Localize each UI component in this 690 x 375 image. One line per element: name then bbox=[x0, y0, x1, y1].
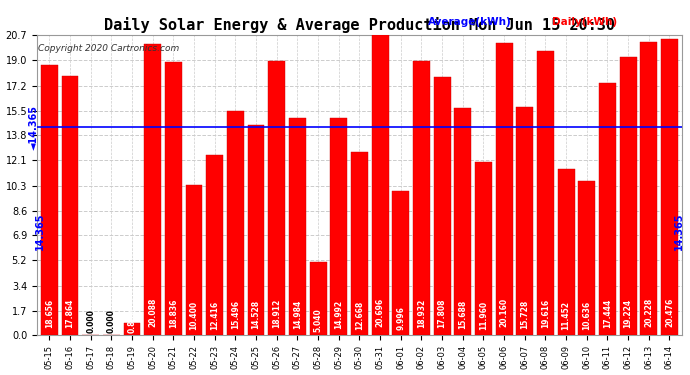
Bar bbox=[206, 156, 223, 336]
Bar bbox=[413, 61, 430, 336]
Text: Copyright 2020 Cartronics.com: Copyright 2020 Cartronics.com bbox=[38, 44, 179, 53]
Text: 12.416: 12.416 bbox=[210, 301, 219, 330]
Text: 15.728: 15.728 bbox=[520, 300, 529, 329]
Title: Daily Solar Energy & Average Production Mon Jun 15 20:30: Daily Solar Energy & Average Production … bbox=[104, 17, 615, 33]
Text: Daily(kWh): Daily(kWh) bbox=[552, 17, 617, 27]
Bar bbox=[599, 82, 616, 336]
Text: 18.932: 18.932 bbox=[417, 298, 426, 328]
Text: 12.668: 12.668 bbox=[355, 300, 364, 330]
Text: 11.452: 11.452 bbox=[562, 301, 571, 330]
Bar bbox=[661, 39, 678, 336]
Text: 20.228: 20.228 bbox=[644, 298, 653, 327]
Text: 0.880: 0.880 bbox=[128, 309, 137, 333]
Bar bbox=[558, 170, 575, 336]
Bar bbox=[61, 76, 79, 336]
Bar bbox=[495, 43, 513, 336]
Text: Average(kWh): Average(kWh) bbox=[428, 17, 511, 27]
Bar bbox=[289, 118, 306, 336]
Text: 20.088: 20.088 bbox=[148, 298, 157, 327]
Text: 17.864: 17.864 bbox=[66, 299, 75, 328]
Text: 14.365: 14.365 bbox=[34, 213, 45, 250]
Bar bbox=[310, 262, 326, 336]
Bar bbox=[578, 181, 595, 336]
Text: 0.000: 0.000 bbox=[86, 309, 95, 333]
Text: 14.528: 14.528 bbox=[252, 300, 261, 329]
Bar bbox=[392, 190, 409, 336]
Text: 14.984: 14.984 bbox=[293, 300, 302, 329]
Bar bbox=[372, 35, 388, 336]
Text: 19.616: 19.616 bbox=[541, 298, 550, 328]
Bar bbox=[537, 51, 554, 336]
Bar bbox=[516, 108, 533, 336]
Bar bbox=[124, 323, 141, 336]
Text: 18.912: 18.912 bbox=[272, 298, 282, 328]
Text: 10.636: 10.636 bbox=[582, 301, 591, 330]
Text: 0.000: 0.000 bbox=[107, 309, 116, 333]
Text: 20.696: 20.696 bbox=[375, 298, 384, 327]
Text: 9.996: 9.996 bbox=[396, 306, 405, 330]
Bar bbox=[433, 77, 451, 336]
Bar bbox=[475, 162, 492, 336]
Text: 14.992: 14.992 bbox=[334, 300, 343, 329]
Text: 17.444: 17.444 bbox=[603, 299, 612, 328]
Text: 19.224: 19.224 bbox=[624, 298, 633, 328]
Text: 18.836: 18.836 bbox=[169, 298, 178, 328]
Bar bbox=[351, 152, 368, 336]
Bar bbox=[41, 65, 58, 336]
Bar bbox=[331, 118, 347, 336]
Text: ◄14.365: ◄14.365 bbox=[29, 105, 39, 150]
Bar bbox=[454, 108, 471, 336]
Text: 11.960: 11.960 bbox=[479, 301, 488, 330]
Text: 15.496: 15.496 bbox=[231, 300, 240, 329]
Text: 10.400: 10.400 bbox=[190, 301, 199, 330]
Bar bbox=[165, 62, 181, 336]
Text: 14.365: 14.365 bbox=[674, 213, 684, 250]
Bar bbox=[186, 185, 202, 336]
Bar bbox=[620, 57, 637, 336]
Bar bbox=[268, 61, 285, 336]
Text: 20.476: 20.476 bbox=[665, 298, 674, 327]
Bar bbox=[227, 111, 244, 336]
Text: 20.160: 20.160 bbox=[500, 298, 509, 327]
Text: 15.688: 15.688 bbox=[458, 300, 467, 329]
Text: 18.656: 18.656 bbox=[45, 299, 54, 328]
Text: 17.808: 17.808 bbox=[437, 298, 446, 328]
Text: 5.040: 5.040 bbox=[313, 308, 322, 332]
Bar bbox=[144, 44, 161, 336]
Bar bbox=[248, 125, 264, 336]
Bar bbox=[640, 42, 658, 336]
